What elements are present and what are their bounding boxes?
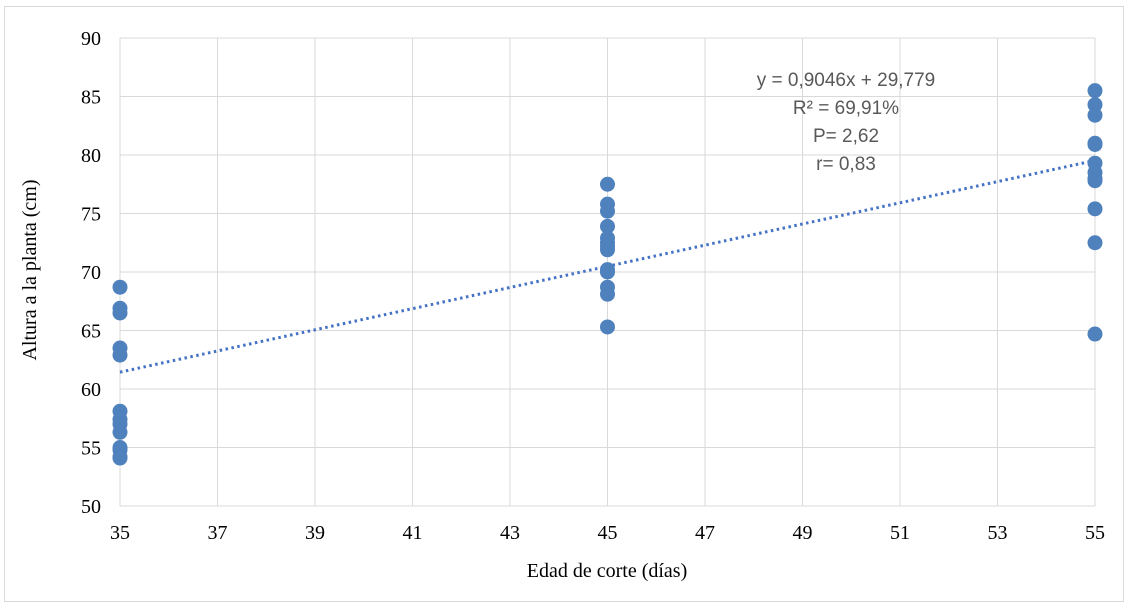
y-tick-label-6: 80 [81, 145, 101, 167]
data-point [112, 279, 128, 295]
data-point [112, 305, 128, 321]
x-tick-label-3: 41 [403, 522, 423, 544]
x-tick-label-9: 53 [988, 522, 1008, 544]
data-point [600, 286, 615, 302]
chart-frame [4, 6, 1124, 602]
x-axis-title: Edad de corte (días) [527, 560, 687, 582]
data-point [1087, 97, 1103, 113]
y-axis-title: Altura a la planta (cm) [19, 179, 41, 360]
data-point [112, 450, 128, 466]
y-tick-label-1: 55 [81, 438, 101, 460]
data-point [600, 203, 615, 219]
trendline-equation: y = 0,9046x + 29,779 [757, 70, 936, 91]
x-tick-label-2: 39 [305, 522, 325, 544]
data-point [112, 347, 128, 363]
data-point [1087, 326, 1103, 342]
x-tick-label-6: 47 [695, 522, 715, 544]
data-point [1087, 201, 1103, 217]
r-squared-label: R² = 69,91% [793, 98, 899, 119]
x-tick-label-8: 51 [890, 522, 910, 544]
x-tick-label-1: 37 [208, 522, 228, 544]
data-point [1087, 83, 1103, 99]
data-point [600, 264, 615, 280]
y-tick-label-7: 85 [81, 87, 101, 109]
y-tick-label-0: 50 [81, 496, 101, 518]
x-tick-label-5: 45 [598, 522, 618, 544]
data-point [600, 176, 615, 192]
y-tick-label-5: 75 [81, 204, 101, 226]
data-point [600, 218, 615, 234]
x-tick-label-10: 55 [1085, 522, 1105, 544]
data-points [112, 83, 1103, 466]
data-point [1087, 173, 1103, 189]
x-tick-label-4: 43 [500, 522, 520, 544]
data-point [600, 238, 615, 254]
y-tick-label-8: 90 [81, 28, 101, 50]
x-tick-label-7: 49 [793, 522, 813, 544]
y-tick-labels: 50 55 60 65 70 75 80 85 90 [81, 28, 101, 518]
data-point [1087, 235, 1103, 251]
x-tick-label-0: 35 [110, 522, 130, 544]
y-tick-label-2: 60 [81, 379, 101, 401]
data-point [1087, 136, 1103, 152]
data-point [112, 424, 128, 440]
data-point [1087, 107, 1103, 123]
y-tick-label-4: 70 [81, 262, 101, 284]
correlation-label: r= 0,83 [816, 154, 876, 175]
data-point [600, 319, 615, 335]
y-tick-label-3: 65 [81, 321, 101, 343]
p-value-label: P= 2,62 [813, 126, 879, 147]
x-tick-labels: 35 37 39 41 43 45 47 49 51 53 55 [110, 522, 1105, 544]
